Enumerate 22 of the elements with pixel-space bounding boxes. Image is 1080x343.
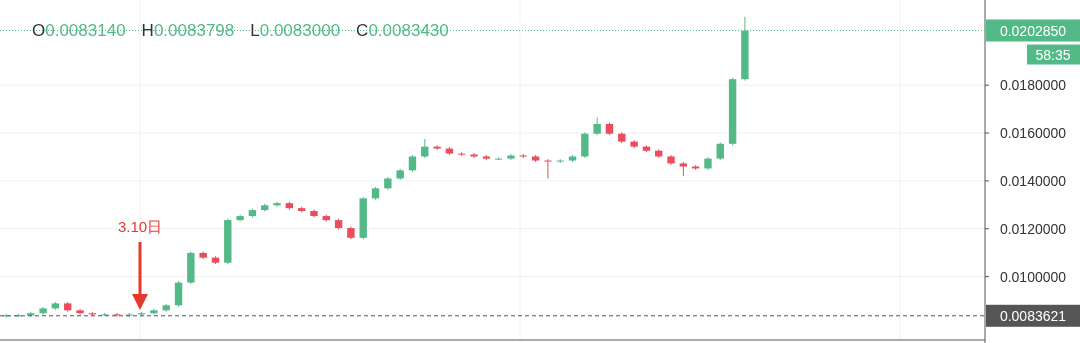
y-tick-label: 0.0100000: [999, 268, 1067, 285]
candlestick: [174, 280, 183, 308]
candlestick: [581, 131, 589, 159]
y-tick-label: 0.0140000: [999, 172, 1067, 189]
candlestick: [273, 201, 281, 208]
annotation: 3.10日: [117, 218, 163, 235]
candlestick: [433, 144, 441, 151]
ref-line-label: 0.0202850: [999, 22, 1067, 39]
annotation: O0.0083140: [32, 21, 126, 40]
candlestick: [113, 312, 121, 318]
candlestick: [76, 308, 84, 316]
y-tick-label: 0.0180000: [999, 77, 1067, 94]
annotation: H0.0083798: [141, 21, 235, 40]
annotation: L0.0083000: [250, 21, 341, 40]
y-tick-label: 0.0120000: [999, 220, 1067, 237]
ref-line-label: 0.0083621: [999, 307, 1067, 324]
text: 58:35: [1035, 46, 1071, 63]
candlestick: [507, 153, 515, 161]
candlestick: [150, 308, 158, 316]
candlestick: [544, 158, 552, 179]
y-tick-label: 0.0160000: [999, 125, 1067, 142]
annotation: C0.0083430: [356, 21, 449, 40]
